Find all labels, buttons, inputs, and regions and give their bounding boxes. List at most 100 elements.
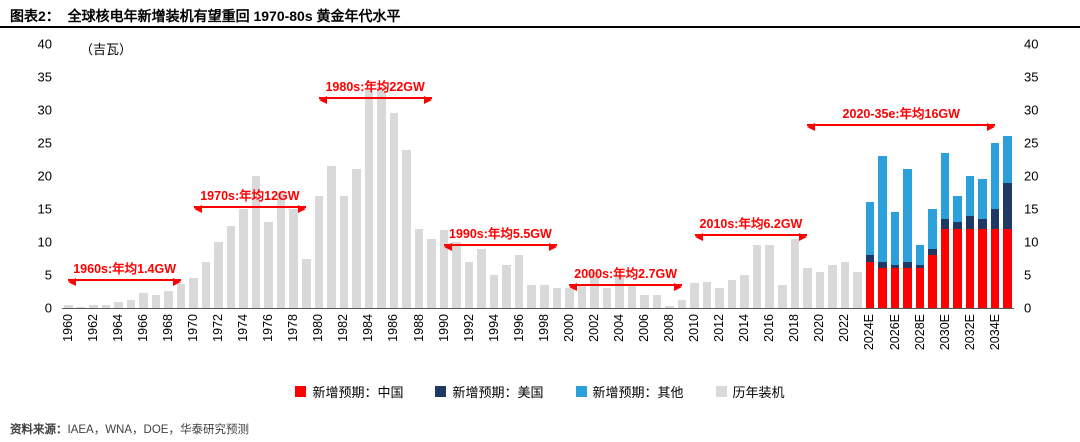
bar-segment-1987 — [402, 149, 411, 308]
bar-segment-2002 — [590, 271, 599, 308]
legend-item: 新增预期：美国 — [435, 382, 544, 401]
bar-segment-2025 — [878, 268, 887, 308]
y-tick-label: 30 — [37, 102, 52, 118]
annotation-arrow — [694, 233, 808, 242]
y-tick-label: 0 — [1024, 300, 1032, 316]
bar-segment-1981 — [327, 166, 336, 308]
bar-segment-2024 — [865, 255, 875, 262]
bar-segment-1997 — [527, 284, 536, 308]
bar-segment-1964 — [114, 302, 123, 308]
bar-segment-1972 — [214, 242, 223, 308]
annotation-arrow — [807, 123, 996, 132]
bar-segment-1986 — [389, 113, 399, 308]
bar-segment-2034 — [990, 209, 1000, 229]
bar-segment-1995 — [502, 265, 511, 308]
bar-segment-1963 — [101, 305, 111, 308]
x-tick-label: 2014 — [737, 314, 752, 342]
x-tick-label: 1960 — [60, 314, 75, 342]
x-tick-label: 2018 — [787, 314, 802, 342]
bar-segment-2031 — [953, 195, 962, 223]
y-tick-label: 20 — [37, 168, 52, 184]
bar-segment-2035 — [1003, 182, 1012, 229]
bar-segment-1973 — [226, 225, 236, 308]
annotation-arrow — [318, 96, 432, 105]
x-tick-label: 1986 — [386, 314, 401, 342]
bar-segment-2024 — [865, 261, 875, 308]
bar-segment-1974 — [239, 209, 248, 308]
bar-segment-1990 — [439, 230, 449, 308]
bar-segment-2027 — [903, 169, 912, 262]
bar-segment-2028 — [915, 245, 925, 266]
x-tick-label: 2028E — [912, 314, 927, 351]
bar-segment-1961 — [76, 306, 86, 308]
bar-segment-2027 — [903, 261, 912, 269]
legend-label: 新增预期：其他 — [592, 385, 684, 400]
bar-segment-2029 — [928, 209, 937, 249]
x-tick-label: 2012 — [712, 314, 727, 342]
source-text: IAEA，WNA，DOE，华泰研究预测 — [67, 424, 249, 436]
bar-segment-2025 — [878, 261, 887, 269]
bar-segment-2014 — [740, 275, 749, 308]
x-tick-label: 2016 — [762, 314, 777, 342]
bar-segment-2031 — [953, 222, 962, 229]
x-tick-label: 1998 — [536, 314, 551, 342]
y-tick-label: 40 — [1024, 36, 1039, 52]
legend-swatch — [715, 386, 727, 397]
legend-swatch — [435, 386, 447, 397]
x-tick-label: 1968 — [160, 314, 175, 342]
bar-segment-2008 — [665, 306, 674, 308]
x-tick-label: 1994 — [486, 314, 501, 342]
bar-segment-1962 — [89, 304, 98, 308]
annotation-label: 1970s:年均12GW — [200, 189, 300, 204]
bar-segment-1971 — [201, 261, 211, 308]
bar-segment-2031 — [953, 228, 962, 308]
annotation-arrow — [444, 242, 557, 251]
bar-segment-2004 — [615, 276, 624, 308]
x-tick-label: 2026E — [887, 314, 902, 351]
bar-segment-1983 — [352, 169, 361, 308]
x-tick-label: 1966 — [135, 314, 150, 342]
x-tick-label: 2024E — [862, 314, 877, 351]
annotation-label: 1980s:年均22GW — [325, 80, 425, 95]
bar-segment-2029 — [928, 255, 937, 308]
bar-segment-1975 — [251, 176, 261, 308]
bar-segment-2026 — [890, 265, 900, 269]
bar-segment-2027 — [903, 268, 912, 308]
x-tick-label: 1974 — [236, 314, 251, 342]
annotation-arrow — [193, 205, 307, 214]
bar-segment-2030 — [940, 228, 950, 308]
bar-segment-1976 — [264, 222, 273, 308]
bar-segment-2020 — [815, 271, 825, 308]
bar-segment-2026 — [890, 212, 900, 266]
bar-segment-1969 — [176, 284, 186, 308]
bar-segment-2006 — [640, 294, 649, 308]
bar-segment-2024 — [865, 202, 875, 256]
bar-segment-2034 — [990, 143, 1000, 209]
y-tick-label: 25 — [1024, 135, 1039, 151]
x-tick-label: 1992 — [461, 314, 476, 342]
y-axis-right: 0 5 10 15 20 25 30 35 40 — [1020, 37, 1058, 316]
source-note: 资料来源：IAEA，WNA，DOE，华泰研究预测 — [10, 421, 249, 437]
bar-segment-2035 — [1003, 228, 1012, 308]
annotation-label: 2010s:年均6.2GW — [699, 217, 803, 232]
bar-segment-2028 — [915, 268, 925, 308]
bar-segment-2029 — [928, 248, 937, 256]
x-tick-label: 2002 — [586, 314, 601, 342]
bar-segment-2000 — [565, 288, 574, 308]
annotation-arrow — [569, 282, 683, 291]
legend-item: 新增预期：中国 — [295, 382, 403, 401]
annotation-label: 2000s:年均2.7GW — [574, 266, 678, 281]
x-tick-label: 2006 — [636, 314, 651, 342]
bar-segment-2033 — [978, 228, 987, 308]
bar-segment-2001 — [577, 284, 587, 308]
bar-segment-1999 — [552, 288, 562, 308]
annotation-label: 1960s:年均1.4GW — [73, 262, 177, 277]
bar-segment-2033 — [978, 179, 987, 219]
bar-segment-2021 — [828, 265, 837, 308]
annotation-arrow — [68, 278, 181, 287]
bar-segment-1965 — [126, 300, 136, 308]
bar-segment-1967 — [151, 294, 161, 308]
legend-label: 新增预期：美国 — [452, 385, 544, 400]
x-tick-label: 1984 — [361, 314, 376, 342]
